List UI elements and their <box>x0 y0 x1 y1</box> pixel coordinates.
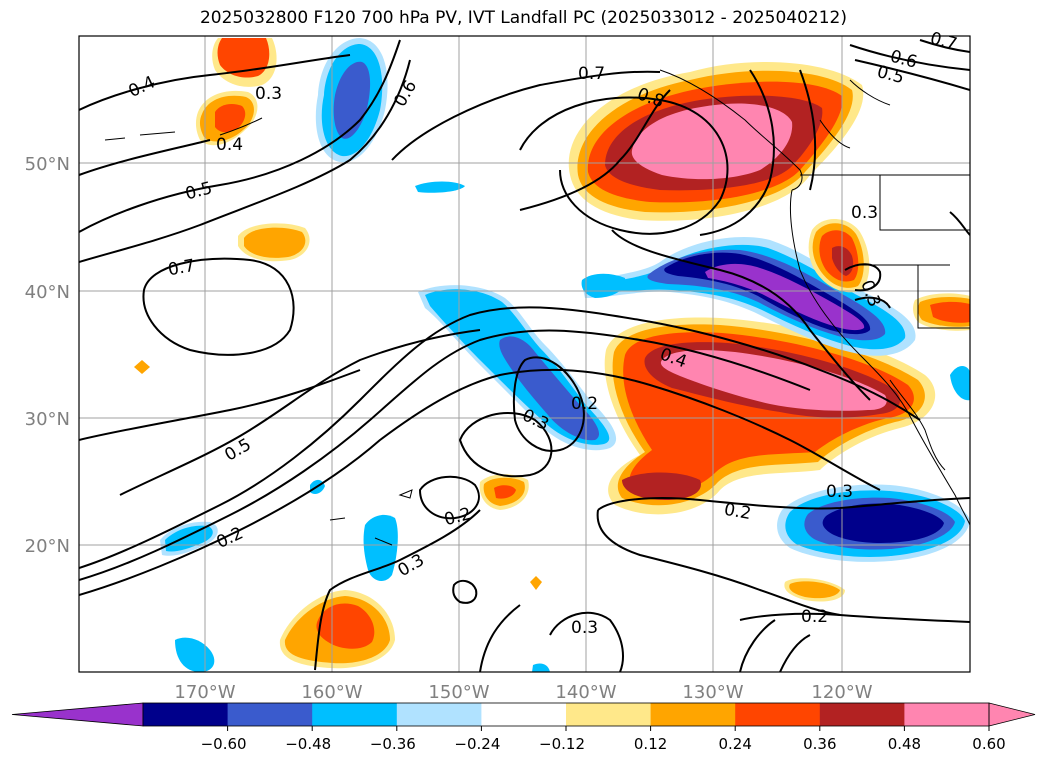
colorbar-segment <box>566 703 652 726</box>
colorbar-extend-low <box>11 702 144 727</box>
contour-label: 0.2 <box>442 504 473 530</box>
lat-label: 50°N <box>25 154 70 175</box>
lat-label: 20°N <box>25 536 70 557</box>
lon-label: 140°W <box>555 682 616 703</box>
contour-label: 0.3 <box>826 482 853 502</box>
contour-label: 0.6 <box>390 77 421 110</box>
colorbar-segment <box>819 703 905 726</box>
colorbar-tick-label: 0.12 <box>634 735 667 753</box>
colorbar-tick-label: −0.48 <box>285 735 331 753</box>
lat-label: 40°N <box>25 282 70 303</box>
lat-axis-labels: 50°N 40°N 30°N 20°N <box>25 154 70 557</box>
lon-label: 170°W <box>174 682 235 703</box>
contour-label: 0.2 <box>722 500 752 524</box>
lon-label: 160°W <box>301 682 362 703</box>
lon-label: 130°W <box>682 682 743 703</box>
colorbar-segment <box>396 703 482 726</box>
colorbar-segment <box>143 703 229 726</box>
positive-anomaly-misc <box>134 38 970 669</box>
colorbar-segment <box>650 703 736 726</box>
colorbar-tick-label: −0.60 <box>201 735 247 753</box>
colorbar-segment <box>904 703 990 726</box>
contour-label: 0.7 <box>578 64 605 84</box>
coastlines <box>104 69 970 546</box>
contour-label: 0.7 <box>166 256 196 280</box>
colorbar-extend-high <box>988 702 1036 727</box>
contour-label: 0.3 <box>851 203 878 223</box>
colorbar-segment <box>312 703 398 726</box>
lat-label: 30°N <box>25 409 70 430</box>
colorbar: −0.60 −0.48 −0.36 −0.24 −0.12 0.12 0.24 0.36 0.4… <box>11 702 1036 753</box>
colorbar-tick-label: −0.36 <box>370 735 416 753</box>
contour-label: 0.2 <box>571 394 598 414</box>
positive-anomaly-bc-coast <box>568 62 864 221</box>
contour-label: 0.3 <box>571 618 598 638</box>
contour-label: 0.2 <box>801 607 828 627</box>
contour-label: 0.3 <box>395 550 428 581</box>
map-frame <box>78 35 971 673</box>
colorbar-segment <box>735 703 821 726</box>
pv-contours <box>79 39 970 672</box>
colorbar-segment <box>481 703 567 726</box>
colorbar-tick-label: 0.36 <box>803 735 836 753</box>
lon-label: 120°W <box>811 682 872 703</box>
contour-label: 0.2 <box>214 523 247 553</box>
colorbar-segment <box>227 703 313 726</box>
colorbar-tick-label: 0.60 <box>972 735 1005 753</box>
contour-label: 0.7 <box>928 28 959 54</box>
colorbar-tick-label: 0.48 <box>888 735 921 753</box>
negative-anomaly-california <box>582 236 916 356</box>
positive-anomaly-subtropical <box>604 317 936 515</box>
lon-label: 150°W <box>428 682 489 703</box>
colorbar-tick-label: 0.24 <box>718 735 751 753</box>
contour-label: 0.4 <box>216 135 243 155</box>
lon-axis-labels: 170°W 160°W 150°W 140°W 130°W 120°W <box>174 682 872 703</box>
map-title: 2025032800 F120 700 hPa PV, IVT Landfall… <box>199 8 847 28</box>
contour-label: 0.5 <box>183 178 214 204</box>
colorbar-tick-label: −0.24 <box>454 735 500 753</box>
contour-label: 0.5 <box>221 435 254 466</box>
shading-layer <box>134 38 970 672</box>
contour-label: 0.4 <box>126 72 159 102</box>
colorbar-tick-label: −0.12 <box>539 735 585 753</box>
contour-label: 0.3 <box>255 84 282 104</box>
